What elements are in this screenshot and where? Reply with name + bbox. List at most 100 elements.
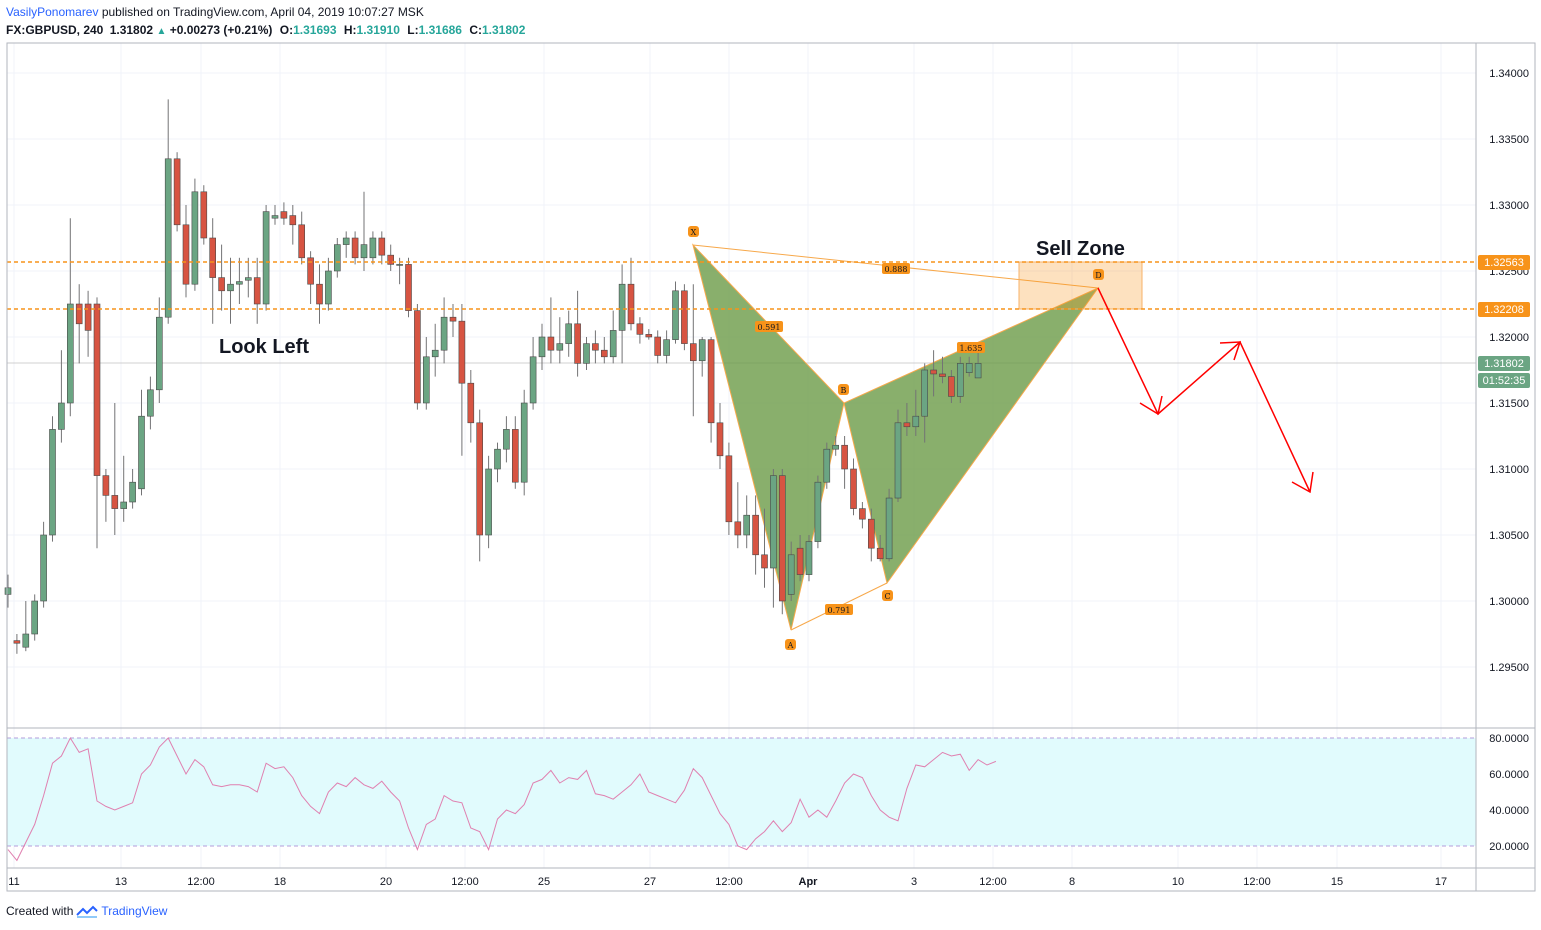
candle-body-bull bbox=[58, 402, 65, 430]
price-tick-label: 1.29500 bbox=[1489, 662, 1529, 674]
candle bbox=[485, 455, 492, 549]
candle-body-bear bbox=[547, 336, 555, 351]
tradingview-link[interactable]: TradingView bbox=[101, 904, 168, 918]
candle-body-bear bbox=[351, 237, 359, 259]
candle bbox=[761, 508, 768, 588]
symbol-info: FX:GBPUSD, 240 1.31802 ▲ +0.00273 (+0.21… bbox=[6, 23, 525, 37]
candle bbox=[147, 376, 154, 430]
author-link[interactable]: VasilyPonomarev bbox=[6, 5, 99, 19]
ratio-xb-label: 0.591 bbox=[755, 321, 783, 332]
candle bbox=[876, 535, 884, 562]
candle bbox=[770, 469, 777, 608]
candle bbox=[583, 337, 590, 370]
svg-text:B: B bbox=[841, 386, 847, 395]
candle bbox=[236, 257, 243, 304]
candle-body-bull bbox=[698, 339, 706, 362]
price-tick-label: 1.34000 bbox=[1489, 68, 1529, 80]
candle bbox=[13, 634, 21, 654]
time-axis[interactable]: 11 13 12:00 18 20 12:00 25 27 12:00 Apr 3 12:00 8 10 1… bbox=[8, 876, 1447, 888]
countdown-tag: 01:52:35 bbox=[1478, 373, 1530, 388]
svg-text:1.635: 1.635 bbox=[960, 344, 983, 353]
candle-body-bull bbox=[236, 281, 243, 285]
svg-text:C: C bbox=[884, 592, 890, 601]
candle-body-bear bbox=[173, 158, 181, 226]
candle bbox=[663, 330, 670, 364]
low-label: L: bbox=[407, 23, 419, 37]
candle bbox=[31, 594, 39, 641]
rsi-tick-label: 20.0000 bbox=[1489, 841, 1529, 853]
time-tick-label: 17 bbox=[1435, 876, 1447, 888]
candle bbox=[138, 389, 145, 496]
candle-body-bear bbox=[930, 369, 937, 375]
candle-body-bull bbox=[440, 316, 448, 351]
close-value: 1.31802 bbox=[482, 23, 526, 37]
candle-body-bear bbox=[636, 323, 644, 335]
candle bbox=[431, 323, 439, 377]
candle bbox=[449, 304, 457, 337]
svg-text:1.31802: 1.31802 bbox=[1484, 358, 1524, 370]
candle-body-bear bbox=[948, 376, 955, 397]
candle-body-bear bbox=[725, 455, 733, 523]
candle-body-bear bbox=[93, 303, 101, 476]
point-x-label: X bbox=[688, 226, 699, 237]
open-label: O: bbox=[279, 23, 294, 37]
candle bbox=[716, 403, 724, 469]
ratio-bd-label: 1.635 bbox=[957, 342, 985, 353]
rsi-axis[interactable]: 80.0000 60.0000 40.0000 20.0000 bbox=[1489, 733, 1529, 853]
candle-body-bear bbox=[253, 277, 261, 305]
candle-body-bear bbox=[280, 211, 288, 219]
time-tick-label: 20 bbox=[380, 876, 392, 888]
candle-body-bear bbox=[841, 444, 848, 470]
price-tick-label: 1.31500 bbox=[1489, 398, 1529, 410]
candle bbox=[75, 284, 83, 364]
point-b-label: B bbox=[838, 384, 849, 395]
candle bbox=[494, 442, 501, 483]
projection-arrow-path bbox=[1097, 287, 1311, 493]
price-tick-label: 1.33000 bbox=[1489, 200, 1529, 212]
candle bbox=[921, 363, 929, 443]
candle-body-bull bbox=[369, 237, 377, 259]
svg-text:01:52:35: 01:52:35 bbox=[1483, 375, 1526, 387]
candle-body-bull bbox=[4, 587, 12, 595]
ratio-xd-label: 0.888 bbox=[882, 263, 910, 274]
candle-body-bull bbox=[191, 191, 199, 285]
candle bbox=[672, 281, 679, 344]
candle-body-bear bbox=[627, 283, 635, 325]
candle bbox=[67, 218, 74, 417]
candle-body-bear bbox=[867, 518, 875, 549]
created-with-text: Created with bbox=[6, 904, 74, 918]
candle-body-bear bbox=[316, 283, 323, 305]
candle-body-bear bbox=[476, 422, 484, 536]
candle bbox=[253, 257, 261, 324]
candle-body-bear bbox=[75, 303, 83, 325]
time-tick-label: 12:00 bbox=[715, 876, 743, 888]
candle bbox=[191, 178, 199, 291]
candle bbox=[369, 231, 377, 265]
candle-body-bull bbox=[22, 633, 30, 648]
candle bbox=[930, 350, 937, 397]
candle-body-bull bbox=[770, 475, 777, 569]
candle bbox=[387, 244, 395, 271]
candle-body-bear bbox=[218, 277, 225, 292]
candle bbox=[476, 409, 484, 562]
candle bbox=[129, 469, 136, 509]
time-tick-label: 12:00 bbox=[187, 876, 215, 888]
candle bbox=[600, 337, 608, 364]
candle bbox=[342, 231, 350, 258]
up-triangle-icon: ▲ bbox=[156, 26, 167, 37]
candle bbox=[511, 416, 519, 489]
svg-text:0.888: 0.888 bbox=[885, 265, 908, 274]
candle bbox=[698, 337, 706, 377]
candle-body-bear bbox=[876, 547, 884, 560]
candle bbox=[832, 436, 840, 456]
candle bbox=[351, 231, 359, 265]
candle bbox=[173, 152, 181, 232]
svg-text:D: D bbox=[1095, 271, 1101, 280]
candle-body-bull bbox=[743, 514, 751, 536]
candle-body-bull bbox=[529, 356, 537, 404]
candle-body-bear bbox=[200, 191, 208, 239]
candle-body-bull bbox=[120, 501, 127, 509]
candle bbox=[574, 290, 581, 377]
candle-body-bear bbox=[307, 257, 314, 285]
